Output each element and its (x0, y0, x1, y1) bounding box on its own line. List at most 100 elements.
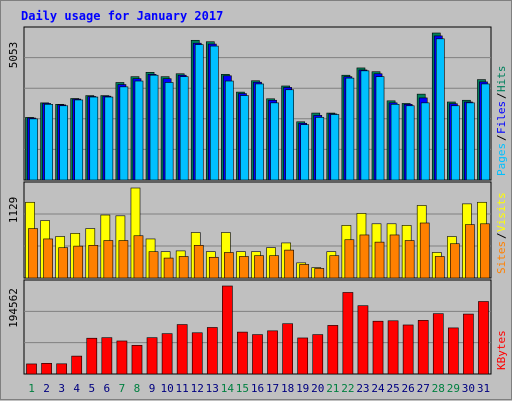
bar-pages-day-14 (225, 80, 234, 181)
bar-kbytes-day-undefined (478, 301, 489, 375)
day-label-10: 10 (160, 382, 173, 395)
bar-kbytes-day-undefined (191, 332, 203, 375)
bar-pages-day-9 (149, 74, 159, 181)
bar-pages-day-3 (59, 105, 68, 181)
bar-pages-day-2 (44, 104, 53, 181)
day-label-16: 16 (251, 382, 264, 395)
panel-3: 194562 KBytes (7, 279, 508, 375)
legend-pages: Pages (495, 143, 508, 176)
bar-kbytes-day-undefined (206, 327, 218, 375)
bar-sites-day-undefined (103, 240, 114, 279)
bar-sites-day-undefined (374, 241, 385, 279)
bar-pages-day-8 (134, 80, 144, 181)
day-label-9: 9 (149, 382, 156, 395)
bar-kbytes-day-undefined (41, 363, 52, 375)
legend-separator: / (495, 92, 508, 99)
bar-pages-day-17 (270, 102, 279, 181)
bar-sites-day-undefined (480, 223, 490, 279)
day-label-18: 18 (281, 382, 294, 395)
bar-kbytes-day-undefined (402, 324, 414, 375)
bar-sites-day-undefined (404, 240, 415, 279)
legend-files: Files (495, 101, 508, 134)
bar-kbytes-day-undefined (463, 313, 474, 375)
bar-pages-day-25 (390, 104, 400, 181)
bar-pages-day-24 (375, 76, 385, 181)
day-label-27: 27 (417, 382, 430, 395)
bar-kbytes-day-undefined (342, 292, 354, 375)
day-label-14: 14 (221, 382, 235, 395)
legend-sites: Sites (495, 241, 508, 274)
bar-kbytes-day-undefined (116, 340, 128, 375)
bar-sites-day-undefined (419, 222, 430, 279)
day-label-13: 13 (206, 382, 219, 395)
bar-kbytes-day-undefined (267, 330, 278, 375)
bar-kbytes-day-undefined (312, 334, 324, 375)
panel-2: 1129 Sites /Visits (7, 181, 508, 279)
bar-sites-day-undefined (314, 268, 325, 279)
bar-pages-day-4 (74, 99, 84, 181)
bar-kbytes-day-undefined (357, 305, 369, 375)
bar-sites-day-undefined (224, 252, 234, 279)
bar-kbytes-day-undefined (432, 313, 444, 375)
bar-kbytes-day-undefined (26, 363, 37, 375)
legend-visits: Visits (495, 192, 508, 232)
day-label-25: 25 (386, 382, 399, 395)
day-label-5: 5 (88, 382, 95, 395)
bar-sites-day-undefined (58, 247, 68, 279)
bar-kbytes-day-undefined (101, 337, 113, 375)
day-label-4: 4 (73, 382, 80, 395)
bar-pages-day-29 (451, 105, 460, 181)
day-label-29: 29 (447, 382, 460, 395)
y-max-label: 1129 (7, 197, 20, 224)
day-label-20: 20 (311, 382, 324, 395)
bar-sites-day-undefined (359, 234, 370, 279)
bar-pages-day-13 (209, 45, 219, 181)
day-label-28: 28 (432, 382, 445, 395)
y-max-label: 5053 (7, 42, 20, 69)
day-label-12: 12 (191, 382, 204, 395)
bar-pages-day-27 (420, 102, 430, 181)
day-label-15: 15 (236, 382, 249, 395)
bar-sites-day-undefined (299, 264, 310, 279)
bar-kbytes-day-undefined (297, 337, 309, 375)
day-label-6: 6 (104, 382, 111, 395)
bar-sites-day-undefined (193, 245, 204, 279)
legend-separator: / (495, 134, 508, 141)
bar-kbytes-day-undefined (282, 323, 293, 375)
bar-kbytes-day-undefined (448, 327, 459, 375)
day-label-7: 7 (119, 382, 126, 395)
bar-kbytes-day-undefined (71, 355, 83, 375)
day-label-2: 2 (43, 382, 50, 395)
bar-kbytes-day-undefined (237, 331, 248, 375)
bar-kbytes-day-undefined (176, 324, 188, 375)
chart-title: Daily usage for January 2017 (21, 9, 223, 23)
bar-sites-day-undefined (344, 239, 355, 279)
bar-sites-day-undefined (28, 228, 38, 279)
bar-sites-day-undefined (284, 249, 294, 279)
bar-pages-day-7 (119, 86, 129, 181)
bar-pages-day-12 (194, 44, 204, 181)
bar-sites-day-undefined (118, 240, 129, 279)
day-label-19: 19 (296, 382, 309, 395)
bar-kbytes-day-undefined (327, 325, 339, 375)
day-label-3: 3 (58, 382, 65, 395)
bar-pages-day-5 (89, 96, 99, 181)
bar-kbytes-day-undefined (161, 333, 173, 375)
y-max-label: 194562 (7, 288, 20, 328)
bar-sites-day-undefined (434, 256, 445, 279)
bar-sites-day-undefined (178, 256, 189, 279)
bar-sites-day-undefined (73, 245, 84, 279)
bar-sites-day-undefined (269, 255, 279, 279)
bar-sites-day-undefined (148, 251, 159, 279)
day-label-1: 1 (28, 382, 35, 395)
legend-panel-3: KBytes (495, 330, 508, 370)
day-label-17: 17 (266, 382, 279, 395)
bar-sites-day-undefined (389, 234, 400, 279)
bar-kbytes-day-undefined (146, 337, 158, 375)
legend-separator: / (495, 232, 508, 239)
bar-pages-day-30 (466, 102, 475, 181)
bar-kbytes-day-undefined (222, 285, 233, 375)
bar-sites-day-undefined (43, 238, 53, 279)
